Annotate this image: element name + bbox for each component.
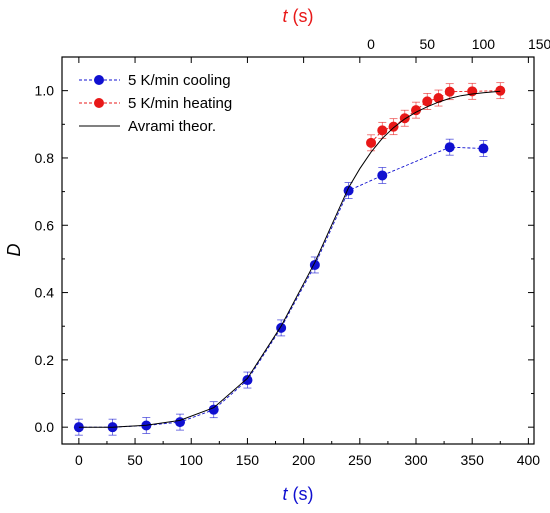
series-0-point [242,375,253,386]
x-bottom-axis-unit: (s) [288,484,314,504]
legend-marker-cooling [94,75,104,85]
plot-frame [61,56,535,445]
x-top-tick-label: 150 [528,36,550,52]
x-bottom-tick-label: 350 [461,452,485,468]
series-1-point [433,93,444,104]
x-bottom-tick-label: 300 [404,452,428,468]
x-top-tick-label: 0 [367,36,375,52]
series-1-point [377,125,388,136]
series-1-point [366,137,377,148]
legend: 5 K/min cooling 5 K/min heating Avrami t… [79,72,232,135]
series-1-point [388,121,399,132]
x-bottom-tick-label: 250 [348,452,372,468]
y-tick-label: 0.4 [35,285,55,301]
series-0-line [78,146,484,428]
x-top-tick-label: 100 [472,36,496,52]
series-0-point [478,143,489,154]
series-1-line [370,90,501,144]
y-tick-label: 0.0 [35,419,55,435]
series-layer [73,82,506,436]
series-0-point [377,170,388,181]
ticks-layer: 0 50 100 150 200 250 300 350 400 0 50 100 150 0.0 0.2 0… [35,36,550,468]
legend-label-avrami: Avrami theor. [128,118,216,135]
legend-label-cooling: 5 K/min cooling [128,72,231,89]
legend-marker-heating [94,98,104,108]
x-top-axis-unit: (s) [288,6,314,26]
y-axis-label: D [4,244,24,257]
series-0-point [73,422,84,433]
x-bottom-axis-var: t [282,484,288,504]
x-top-axis-label: t (s) [282,6,313,26]
x-bottom-tick-label: 50 [127,452,143,468]
x-bottom-tick-label: 200 [292,452,316,468]
series-1-point [495,85,506,96]
x-bottom-tick-label: 400 [517,452,541,468]
series-0-point [208,404,219,415]
y-tick-label: 0.2 [35,352,55,368]
y-tick-label: 1.0 [35,83,55,99]
y-tick-label: 0.6 [35,217,55,233]
x-bottom-tick-label: 0 [75,452,83,468]
x-bottom-axis-label: t (s) [282,484,313,504]
series-1-point [444,86,455,97]
x-top-axis-var: t [282,6,288,26]
series-1-point [411,105,421,116]
x-bottom-tick-label: 150 [236,452,260,468]
legend-label-heating: 5 K/min heating [128,95,232,112]
x-bottom-tick-label: 100 [180,452,204,468]
series-0-point [444,142,455,153]
x-top-tick-label: 50 [419,36,435,52]
y-tick-label: 0.8 [35,150,55,166]
series-2-line [78,90,501,428]
series-1-point [422,96,433,107]
